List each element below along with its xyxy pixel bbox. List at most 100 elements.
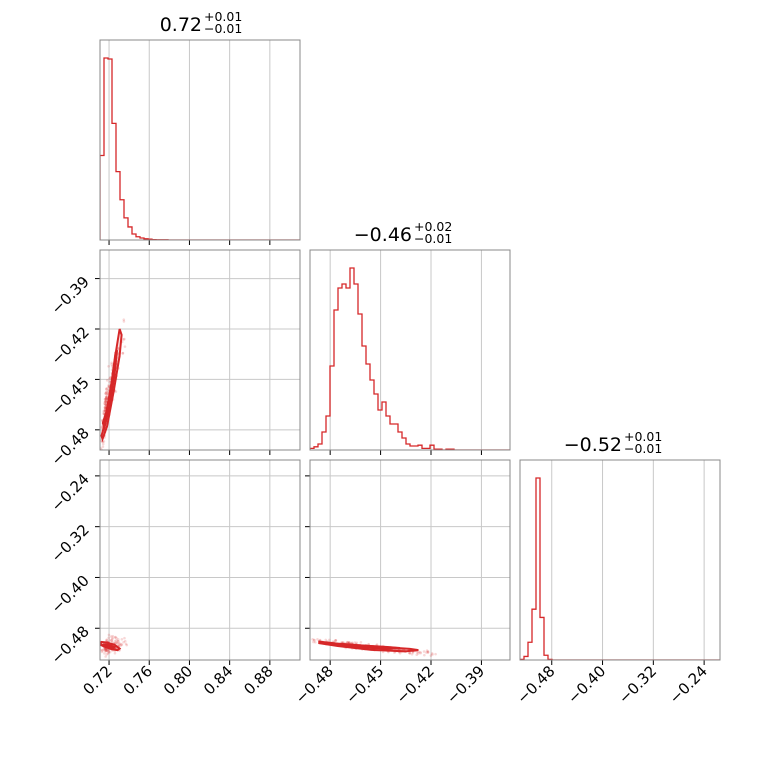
scatter-point — [104, 392, 107, 395]
panel-title-1: −0.46 — [354, 224, 412, 246]
x-tick-label: −0.32 — [615, 662, 660, 707]
panel-1-1 — [309, 249, 511, 455]
scatter-point — [313, 640, 317, 644]
contour-inner — [100, 643, 117, 650]
title-lower-error: −0.01 — [204, 21, 242, 36]
scatter-point — [110, 639, 114, 643]
title-upper-error: +0.01 — [204, 9, 242, 24]
scatter-point — [105, 379, 109, 382]
scatter-point — [117, 642, 121, 645]
scatter-point — [107, 651, 110, 654]
panel-body — [305, 637, 437, 657]
scatter-point — [103, 402, 107, 406]
scatter-point — [114, 641, 118, 645]
scatter-point — [347, 641, 351, 645]
scatter-point — [115, 640, 118, 644]
panel-frame — [519, 459, 721, 661]
scatter-point — [115, 636, 118, 640]
scatter-point — [104, 655, 107, 658]
x-tick-label: −0.42 — [393, 662, 438, 707]
panel-body — [100, 318, 127, 456]
y-tick-label: −0.24 — [48, 470, 93, 515]
scatter-point — [334, 639, 337, 642]
panel-title-0: 0.72 — [160, 14, 202, 36]
scatter-point — [102, 453, 105, 456]
scatter-point — [104, 399, 108, 403]
scatter-point — [121, 352, 125, 355]
x-tick-label: −0.48 — [292, 662, 337, 707]
scatter-point — [313, 638, 316, 642]
scatter-point — [106, 394, 109, 397]
x-tick-label: 0.76 — [120, 662, 156, 698]
scatter-point — [350, 641, 354, 644]
scatter-point — [431, 653, 434, 656]
scatter-point — [345, 640, 349, 644]
scatter-point — [102, 410, 105, 413]
scatter-point — [103, 403, 107, 406]
contour-inner — [326, 642, 400, 650]
scatter-point — [115, 641, 119, 645]
x-tick-label: 0.72 — [80, 662, 116, 698]
panel-2-1 — [305, 459, 511, 665]
scatter-point — [417, 650, 420, 654]
scatter-point — [113, 651, 117, 655]
scatter-point — [426, 651, 430, 654]
scatter-point — [103, 397, 107, 401]
scatter-point — [104, 398, 108, 402]
scatter-point — [114, 390, 118, 393]
x-tick-label: 0.88 — [240, 662, 276, 698]
scatter-point — [106, 652, 110, 655]
scatter-point — [305, 638, 308, 641]
scatter-point — [311, 637, 314, 641]
scatter-point — [106, 649, 110, 653]
scatter-point — [107, 364, 110, 368]
x-tick-label: −0.24 — [666, 662, 711, 707]
scatter-point — [113, 636, 117, 639]
scatter-point — [105, 653, 109, 656]
y-tick-label: −0.39 — [48, 273, 93, 318]
scatter-point — [105, 638, 109, 642]
scatter-point — [111, 634, 115, 638]
y-tick-label: −0.45 — [48, 374, 93, 419]
scatter-point — [103, 400, 107, 403]
scatter-point — [105, 395, 109, 399]
scatter-point — [103, 400, 107, 404]
scatter-point — [104, 649, 107, 652]
scatter-point — [417, 652, 420, 655]
x-tick-label: −0.39 — [443, 662, 488, 707]
scatter-point — [120, 643, 124, 647]
scatter-point — [104, 397, 108, 400]
scatter-point — [430, 652, 434, 655]
scatter-point — [101, 649, 104, 652]
scatter-point — [116, 638, 120, 641]
contour-inner — [101, 349, 119, 431]
scatter-point — [105, 398, 108, 401]
scatter-point — [410, 652, 414, 656]
panel-body — [310, 267, 510, 450]
scatter-point — [105, 649, 108, 653]
scatter-point — [104, 392, 108, 395]
scatter-point — [426, 650, 430, 653]
scatter-point — [107, 650, 111, 653]
scatter-point — [305, 639, 308, 642]
scatter-point — [434, 652, 437, 656]
scatter-point — [367, 642, 370, 646]
scatter-point — [122, 318, 126, 321]
scatter-point — [123, 337, 126, 341]
scatter-point — [426, 650, 430, 654]
title-lower-error: −0.01 — [414, 231, 452, 246]
scatter-point — [123, 345, 127, 348]
scatter-point — [105, 390, 109, 394]
scatter-point — [355, 641, 359, 645]
scatter-point — [116, 639, 120, 643]
scatter-point — [104, 397, 108, 401]
panel-frame — [99, 249, 301, 451]
scatter-point — [117, 346, 120, 350]
scatter-point — [122, 338, 125, 341]
scatter-point — [120, 637, 124, 641]
scatter-point — [124, 642, 128, 646]
scatter-point — [104, 395, 108, 398]
scatter-point — [107, 633, 111, 637]
scatter-point — [123, 639, 127, 643]
